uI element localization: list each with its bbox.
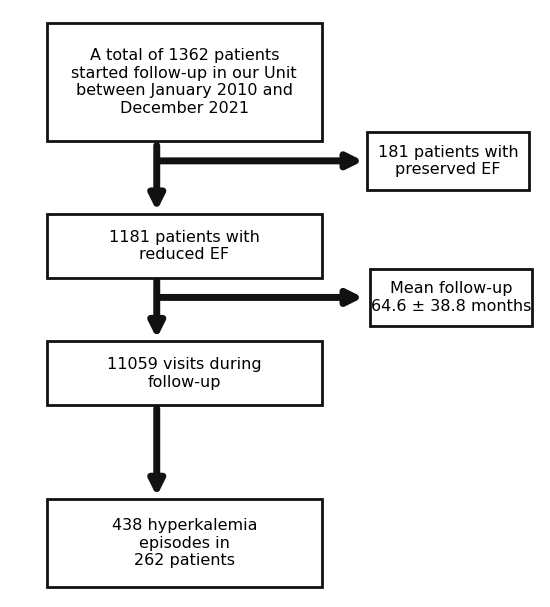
Text: A total of 1362 patients
started follow-up in our Unit
between January 2010 and
: A total of 1362 patients started follow-… [72, 49, 297, 115]
Text: 438 hyperkalemia
episodes in
262 patients: 438 hyperkalemia episodes in 262 patient… [112, 518, 257, 568]
Text: 11059 visits during
follow-up: 11059 visits during follow-up [107, 357, 262, 390]
Text: Mean follow-up
64.6 ± 38.8 months: Mean follow-up 64.6 ± 38.8 months [371, 281, 531, 314]
Text: 1181 patients with
reduced EF: 1181 patients with reduced EF [109, 229, 260, 262]
FancyBboxPatch shape [47, 23, 322, 141]
FancyBboxPatch shape [367, 132, 529, 189]
FancyBboxPatch shape [47, 214, 322, 278]
Text: 181 patients with
preserved EF: 181 patients with preserved EF [378, 144, 519, 177]
FancyBboxPatch shape [47, 499, 322, 588]
FancyBboxPatch shape [370, 268, 532, 327]
FancyBboxPatch shape [47, 341, 322, 405]
